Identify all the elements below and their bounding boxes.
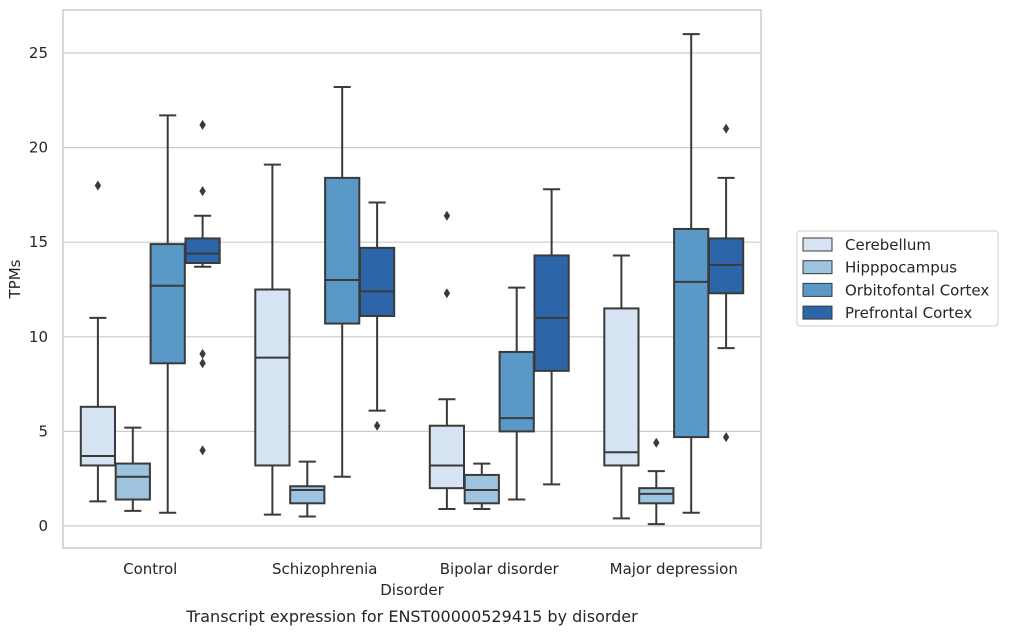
y-tick-label: 5 [38, 422, 48, 440]
outlier-point [199, 348, 206, 359]
legend-label: Prefrontal Cortex [845, 304, 972, 322]
box-body [638, 487, 675, 505]
legend-label: Orbitofontal Cortex [845, 281, 989, 299]
box-orbitofontal-cortex [149, 114, 186, 514]
legend-swatch [802, 260, 833, 275]
box-hipppocampus [114, 426, 151, 512]
outlier-point [722, 432, 730, 443]
box-body [149, 243, 186, 365]
legend-swatch [802, 282, 833, 297]
box-prefrontal-cortex [358, 201, 396, 431]
box-hipppocampus [289, 460, 326, 518]
x-tick-label: Schizophrenia [272, 560, 377, 578]
figure-caption: Transcript expression for ENST0000052941… [185, 607, 638, 626]
legend-label: Hipppocampus [845, 259, 957, 277]
box-body [533, 254, 570, 372]
x-tick-label: Control [123, 560, 177, 578]
box-prefrontal-cortex [707, 123, 745, 443]
box-body [428, 424, 466, 490]
box-body [673, 227, 710, 439]
box-body [324, 176, 361, 325]
x-tick-labels: Control Schizophrenia Bipolar disorder Majo… [123, 560, 738, 578]
y-tick-labels: 0 5 10 15 20 25 [29, 44, 48, 535]
outlier-point [722, 123, 730, 134]
y-tick-label: 25 [29, 44, 48, 62]
box-body [184, 237, 221, 265]
y-axis-label: TPMs [6, 259, 24, 299]
box-prefrontal-cortex [533, 188, 570, 486]
outlier-point [373, 420, 381, 431]
outlier-point [199, 445, 206, 456]
x-tick-label: Major depression [610, 560, 738, 578]
x-axis-label: Disorder [380, 581, 444, 599]
legend-label: Cerebellum [845, 236, 931, 254]
box-orbitofontal-cortex [498, 286, 535, 501]
y-tick-label: 0 [38, 517, 48, 535]
legend-swatch [802, 305, 833, 320]
box-body [498, 350, 535, 433]
outlier-point [199, 358, 206, 369]
outlier-point [199, 186, 206, 197]
box-body [358, 246, 396, 317]
outlier-point [653, 437, 660, 448]
box-orbitofontal-cortex [324, 86, 361, 478]
box-body [254, 288, 291, 467]
box-body [603, 307, 640, 467]
legend-swatch [802, 237, 833, 252]
box-body [114, 462, 151, 501]
box-orbitofontal-cortex [673, 33, 710, 514]
outlier-point [199, 119, 206, 130]
y-tick-label: 20 [29, 139, 48, 157]
box-cerebellum [79, 180, 117, 503]
y-tick-label: 15 [29, 233, 48, 251]
box-cerebellum [603, 254, 640, 520]
legend-frame [796, 230, 999, 327]
x-tick-label: Bipolar disorder [440, 560, 560, 578]
box-hipppocampus [638, 437, 675, 526]
box-cerebellum [428, 210, 466, 510]
outlier-point [94, 180, 102, 191]
legend: Cerebellum Hipppocampus Orbitofontal Corte… [796, 230, 999, 327]
box-body [289, 485, 326, 505]
plot-frame [62, 9, 762, 549]
box-cerebellum [254, 163, 291, 516]
y-tick-label: 10 [29, 328, 48, 346]
box-hipppocampus [463, 462, 500, 510]
box-groups [79, 33, 745, 526]
box-prefrontal-cortex [184, 119, 221, 456]
outlier-point [443, 288, 451, 299]
outlier-point [443, 210, 451, 221]
